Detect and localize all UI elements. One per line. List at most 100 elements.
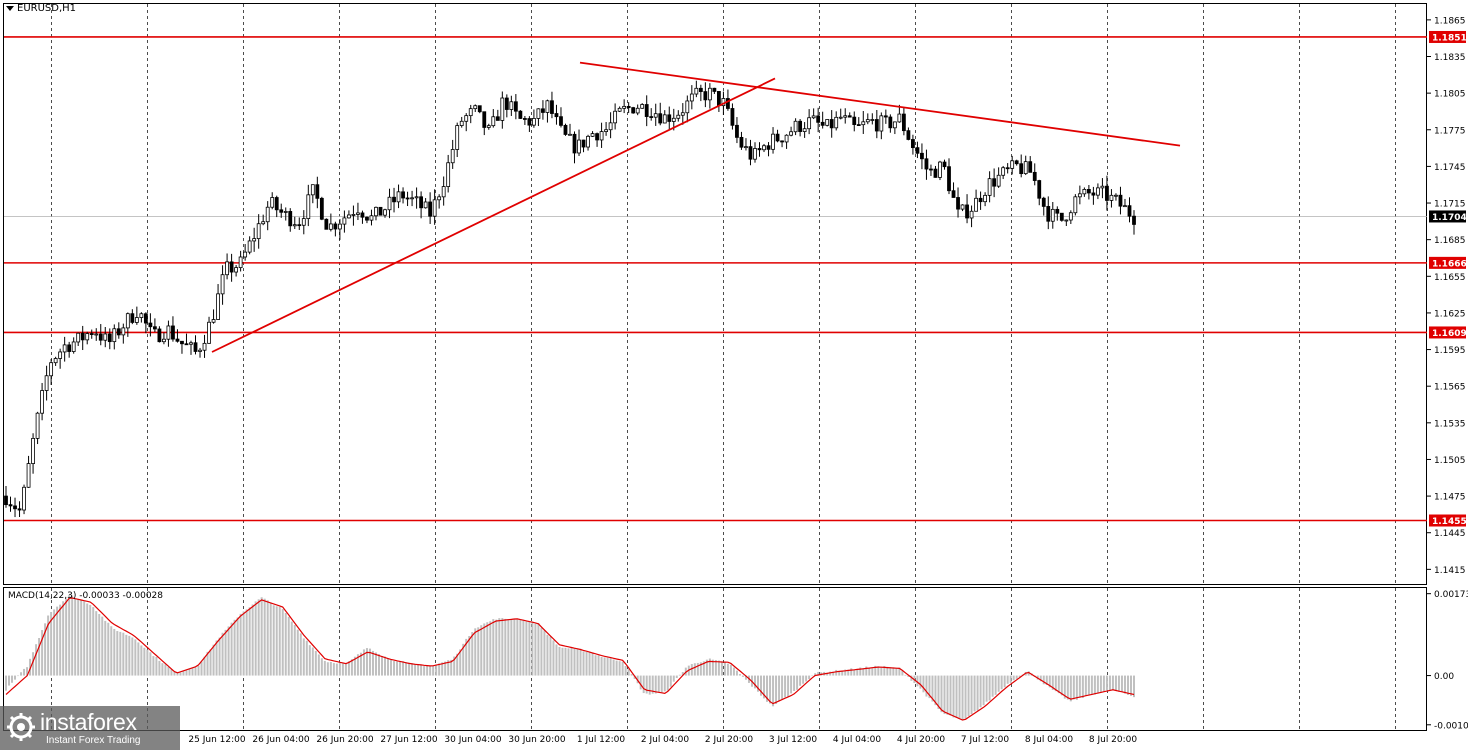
macd-bar [26, 667, 29, 676]
macd-bar [329, 661, 332, 676]
macd-bar [594, 655, 597, 676]
macd-bar [708, 658, 711, 676]
macd-bar [567, 648, 570, 676]
macd-bar [660, 675, 663, 693]
macd-bar [402, 661, 405, 676]
candle-body [843, 115, 848, 118]
macd-bar [934, 675, 937, 706]
macd-bar [498, 618, 501, 676]
macd-bar [266, 600, 269, 676]
current-price-badge [1429, 210, 1466, 223]
macd-bar [1006, 675, 1009, 684]
macd-bar [522, 619, 525, 676]
macd-bar [377, 654, 380, 676]
candle-body [509, 101, 514, 110]
macd-bar [77, 598, 80, 676]
macd-bar [450, 659, 453, 676]
macd-bar [113, 628, 116, 676]
candle-body [983, 194, 988, 203]
macd-bar [233, 619, 236, 676]
macd-bar [11, 675, 14, 683]
candle-body [238, 256, 243, 269]
macd-bar [982, 675, 985, 706]
macd-bar [504, 618, 507, 676]
price-tick-label: 1.1625 [1434, 309, 1466, 319]
dropdown-triangle-icon[interactable] [6, 6, 14, 11]
macd-bar [381, 655, 383, 676]
candle-body [4, 495, 8, 506]
candle-body [929, 168, 933, 171]
candle-body [861, 121, 866, 126]
macd-bar [104, 620, 107, 676]
macd-bar [1081, 675, 1084, 699]
candle-body [536, 108, 541, 119]
macd-bar [570, 647, 573, 676]
candle-body [274, 197, 279, 211]
logo-gear-icon [7, 713, 35, 741]
macd-bar [236, 617, 239, 676]
macd-bar [417, 664, 420, 676]
symbol-title[interactable]: EURUSD,H1 [6, 3, 76, 14]
candle-body [635, 107, 640, 114]
macd-bar [1003, 675, 1006, 688]
macd-bar [516, 619, 519, 676]
candle-body [288, 211, 293, 227]
candle-body [771, 133, 775, 150]
macd-bar [859, 667, 862, 676]
macd-bar [320, 658, 323, 676]
macd-bar [519, 619, 522, 676]
candle-body [802, 128, 807, 132]
candle-body [956, 197, 960, 210]
candle-body [337, 223, 342, 230]
candle-body [577, 139, 581, 154]
macd-bar [528, 621, 531, 676]
candle-body [933, 168, 938, 178]
macd-bar [257, 599, 260, 676]
macd-bar [1063, 675, 1066, 699]
macd-tick-label: -0.00104 [1434, 721, 1468, 731]
candle-body [175, 338, 180, 342]
candle-body [103, 333, 108, 341]
candle-body [1032, 171, 1037, 181]
candle-body [825, 119, 830, 126]
macd-bar [832, 671, 835, 676]
candle-body [744, 146, 748, 149]
candle-body [392, 196, 396, 203]
macd-bar [973, 675, 976, 712]
candle-body [139, 313, 144, 318]
macd-bar [582, 651, 585, 676]
macd-bar [1057, 675, 1060, 694]
macd-bar [642, 675, 645, 694]
logo-wordmark: instaforex [40, 709, 137, 735]
macd-bar [71, 595, 74, 676]
candle-body [450, 149, 455, 164]
macd-bar [609, 657, 612, 676]
candle-body [1041, 197, 1046, 207]
macd-bar [793, 675, 796, 691]
macd-bar [997, 675, 1000, 692]
candle-body [992, 178, 997, 187]
candle-body [626, 105, 631, 109]
macd-bar [961, 675, 964, 720]
macd-bar [1027, 671, 1030, 676]
macd-bar [38, 637, 41, 676]
macd-bar [158, 660, 161, 676]
macd-bar [423, 666, 426, 676]
macd-bar [753, 675, 756, 689]
candle-body [599, 131, 604, 141]
macd-bar [576, 648, 579, 676]
level-price-label: 1.1455 [1432, 517, 1467, 527]
candle-body [468, 108, 473, 117]
time-tick-label: 8 Jul 04:00 [1025, 735, 1074, 745]
candle-body [811, 115, 816, 119]
macd-bar [681, 672, 684, 676]
logo-tagline: Instant Forex Trading [46, 735, 141, 746]
macd-bar [651, 675, 654, 694]
candle-body [473, 105, 478, 110]
macd-bar [474, 628, 477, 676]
macd-bar [618, 661, 621, 676]
macd-bar [435, 664, 438, 676]
candle-body [563, 124, 568, 135]
candle-body [220, 274, 225, 295]
candle-body [225, 261, 229, 276]
